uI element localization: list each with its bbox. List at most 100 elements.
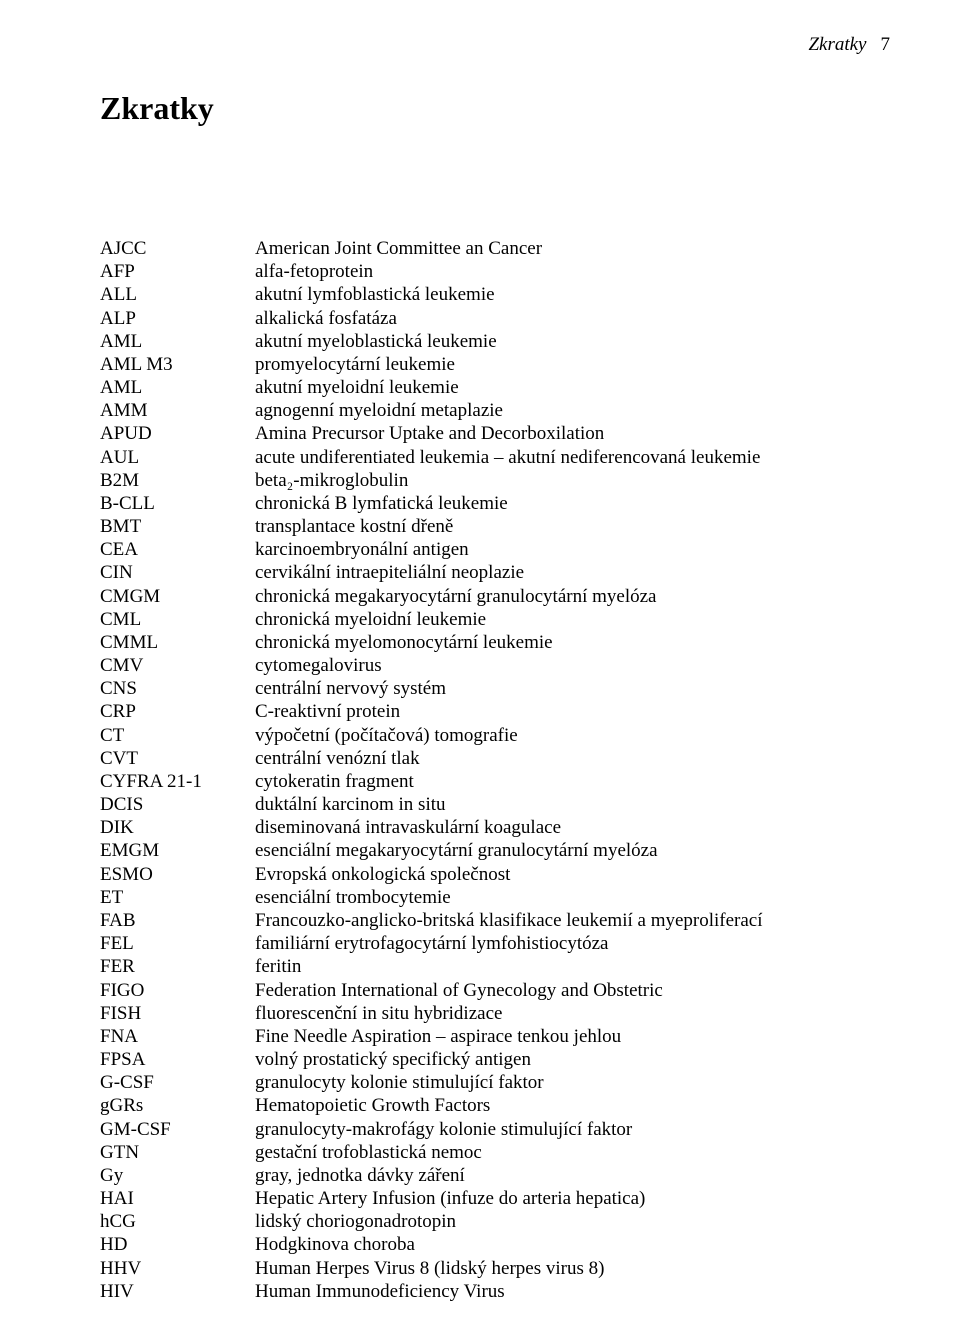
definition-cell: Human Herpes Virus 8 (lidský herpes viru…: [255, 1257, 890, 1280]
definition-cell: C-reaktivní protein: [255, 700, 890, 723]
page-number: 7: [881, 34, 891, 55]
definition-cell: volný prostatický specifický antigen: [255, 1048, 890, 1071]
running-head-text: Zkratky: [808, 34, 866, 55]
definition-cell: acute undiferentiated leukemia – akutní …: [255, 446, 890, 469]
definition-cell: chronická myelomonocytární leukemie: [255, 631, 890, 654]
definition-cell: agnogenní myeloidní metaplazie: [255, 399, 890, 422]
abbr-cell: AML: [100, 376, 255, 399]
definition-cell: feritin: [255, 955, 890, 978]
abbr-cell: CRP: [100, 700, 255, 723]
definition-cell: Hematopoietic Growth Factors: [255, 1094, 890, 1117]
abbr-cell: FNA: [100, 1025, 255, 1048]
definition-cell: Human Immunodeficiency Virus: [255, 1280, 890, 1303]
definition-cell: karcinoembryonální antigen: [255, 538, 890, 561]
definition-cell: akutní myeloidní leukemie: [255, 376, 890, 399]
abbr-cell: FPSA: [100, 1048, 255, 1071]
abbr-cell: AML: [100, 330, 255, 353]
definition-cell: alkalická fosfatáza: [255, 307, 890, 330]
definition-cell: Hodgkinova choroba: [255, 1233, 890, 1256]
abbr-cell: CYFRA 21-1: [100, 770, 255, 793]
abbr-cell: CIN: [100, 561, 255, 584]
abbr-cell: CVT: [100, 747, 255, 770]
abbr-cell: HHV: [100, 1257, 255, 1280]
abbr-cell: AMM: [100, 399, 255, 422]
definition-cell: fluorescenční in situ hybridizace: [255, 1002, 890, 1025]
abbr-cell: FAB: [100, 909, 255, 932]
abbr-cell: ET: [100, 886, 255, 909]
definition-cell: Evropská onkologická společnost: [255, 863, 890, 886]
abbr-cell: CML: [100, 608, 255, 631]
section-title: Zkratky: [100, 90, 890, 127]
abbr-cell: APUD: [100, 422, 255, 445]
abbr-cell: CMV: [100, 654, 255, 677]
definition-cell: gestační trofoblastická nemoc: [255, 1141, 890, 1164]
definition-cell: familiární erytrofagocytární lymfohistio…: [255, 932, 890, 955]
definition-cell: akutní myeloblastická leukemie: [255, 330, 890, 353]
definition-cell: cytomegalovirus: [255, 654, 890, 677]
definition-cell: akutní lymfoblastická leukemie: [255, 283, 890, 306]
abbr-cell: FISH: [100, 1002, 255, 1025]
abbr-cell: EMGM: [100, 839, 255, 862]
abbr-cell: Gy: [100, 1164, 255, 1187]
definition-cell: alfa-fetoprotein: [255, 260, 890, 283]
definition-cell: Hepatic Artery Infusion (infuze do arter…: [255, 1187, 890, 1210]
definition-cell: cervikální intraepiteliální neoplazie: [255, 561, 890, 584]
abbr-cell: FIGO: [100, 979, 255, 1002]
definition-cell: esenciální megakaryocytární granulocytár…: [255, 839, 890, 862]
abbr-cell: HAI: [100, 1187, 255, 1210]
abbr-cell: CT: [100, 724, 255, 747]
abbr-cell: CNS: [100, 677, 255, 700]
abbr-cell: ALP: [100, 307, 255, 330]
definition-cell: beta₂-mikroglobulin: [255, 469, 890, 492]
definition-cell: Amina Precursor Uptake and Decorboxilati…: [255, 422, 890, 445]
definition-cell: promyelocytární leukemie: [255, 353, 890, 376]
abbr-cell: GM-CSF: [100, 1118, 255, 1141]
abbr-cell: DIK: [100, 816, 255, 839]
abbr-cell: FEL: [100, 932, 255, 955]
definition-cell: American Joint Committee an Cancer: [255, 237, 890, 260]
page: Zkratky7 Zkratky AJCCAFPALLALPAMLAML M3A…: [0, 0, 960, 1329]
abbreviations-table: AJCCAFPALLALPAMLAML M3AMLAMMAPUDAULB2MB-…: [100, 237, 890, 1303]
running-head: Zkratky 7: [100, 34, 890, 56]
definition-cell: centrální nervový systém: [255, 677, 890, 700]
abbr-cell: AML M3: [100, 353, 255, 376]
definition-cell: Fine Needle Aspiration – aspirace tenkou…: [255, 1025, 890, 1048]
definition-cell: esenciální trombocytemie: [255, 886, 890, 909]
abbr-cell: ALL: [100, 283, 255, 306]
abbr-cell: AUL: [100, 446, 255, 469]
definition-cell: transplantace kostní dřeně: [255, 515, 890, 538]
abbr-cell: gGRs: [100, 1094, 255, 1117]
definition-cell: chronická myeloidní leukemie: [255, 608, 890, 631]
abbr-cell: HIV: [100, 1280, 255, 1303]
abbr-cell: B-CLL: [100, 492, 255, 515]
abbr-cell: B2M: [100, 469, 255, 492]
abbr-column: AJCCAFPALLALPAMLAML M3AMLAMMAPUDAULB2MB-…: [100, 237, 255, 1303]
abbr-cell: CMGM: [100, 585, 255, 608]
definition-cell: diseminovaná intravaskulární koagulace: [255, 816, 890, 839]
definition-cell: chronická megakaryocytární granulocytárn…: [255, 585, 890, 608]
definition-cell: duktální karcinom in situ: [255, 793, 890, 816]
abbr-cell: BMT: [100, 515, 255, 538]
abbr-cell: FER: [100, 955, 255, 978]
definition-cell: centrální venózní tlak: [255, 747, 890, 770]
definition-cell: Federation International of Gynecology a…: [255, 979, 890, 1002]
definition-column: American Joint Committee an Canceralfa-f…: [255, 237, 890, 1303]
abbr-cell: AFP: [100, 260, 255, 283]
definition-cell: chronická B lymfatická leukemie: [255, 492, 890, 515]
definition-cell: granulocyty-makrofágy kolonie stimulujíc…: [255, 1118, 890, 1141]
abbr-cell: GTN: [100, 1141, 255, 1164]
abbr-cell: G-CSF: [100, 1071, 255, 1094]
abbr-cell: HD: [100, 1233, 255, 1256]
definition-cell: Francouzko-anglicko-britská klasifikace …: [255, 909, 890, 932]
definition-cell: gray, jednotka dávky záření: [255, 1164, 890, 1187]
definition-cell: granulocyty kolonie stimulující faktor: [255, 1071, 890, 1094]
abbr-cell: AJCC: [100, 237, 255, 260]
abbr-cell: ESMO: [100, 863, 255, 886]
definition-cell: cytokeratin fragment: [255, 770, 890, 793]
abbr-cell: hCG: [100, 1210, 255, 1233]
abbr-cell: CEA: [100, 538, 255, 561]
abbr-cell: CMML: [100, 631, 255, 654]
definition-cell: výpočetní (počítačová) tomografie: [255, 724, 890, 747]
abbr-cell: DCIS: [100, 793, 255, 816]
definition-cell: lidský choriogonadrotopin: [255, 1210, 890, 1233]
